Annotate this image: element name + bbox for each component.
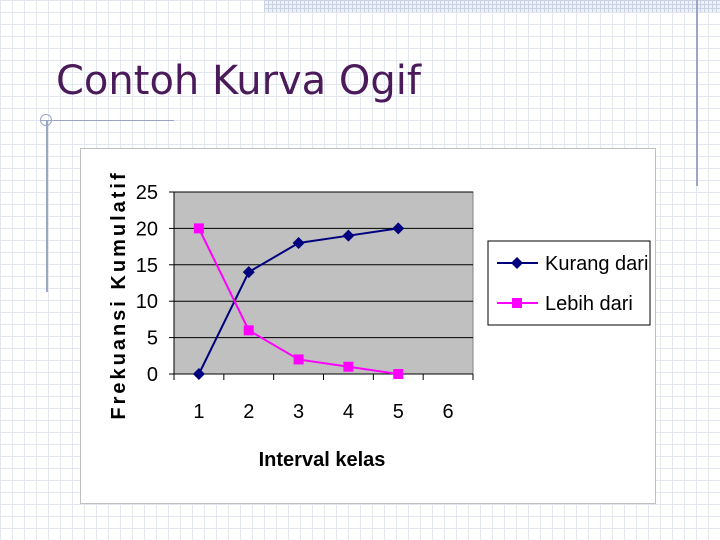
y-axis-title: Frekuansi Kumulatif: [108, 170, 130, 419]
x-axis-title: Interval kelas: [259, 449, 386, 471]
x-tick-label: 1: [193, 401, 204, 423]
legend-item: Kurang dari: [497, 253, 648, 275]
x-tick-label: 5: [393, 401, 404, 423]
diamond-marker: [242, 266, 255, 279]
legend-box: [487, 240, 651, 326]
axes: [173, 192, 474, 380]
series-kurang-dari: [192, 222, 405, 380]
x-tick-label: 4: [343, 401, 354, 423]
gridlines: [169, 191, 473, 375]
square-marker: [393, 369, 404, 379]
right-decor-rule: [696, 0, 698, 186]
legend-label: Kurang dari: [545, 253, 648, 275]
y-tick-label: 0: [147, 364, 158, 386]
series-lebih-dari: [193, 223, 404, 379]
square-marker: [343, 361, 354, 372]
top-pattern-band: [264, 0, 720, 12]
left-decor-rule: [46, 120, 48, 292]
y-tick-label: 5: [147, 328, 158, 350]
square-marker: [293, 354, 304, 365]
rule-circle-ornament: [40, 114, 52, 126]
diamond-marker: [392, 222, 405, 235]
x-tick-labels: 1 2 3 4 5 6: [193, 401, 453, 423]
data-series: [192, 222, 405, 380]
diamond-marker: [292, 236, 305, 249]
y-tick-label: 20: [136, 218, 158, 240]
legend-label: Lebih dari: [545, 293, 633, 315]
diamond-marker: [511, 257, 523, 269]
plot-area: [173, 191, 474, 375]
title-underline-rule: [40, 120, 174, 121]
y-tick-labels: 0 5 10 15 20 25: [136, 182, 158, 386]
x-tick-label: 3: [293, 401, 304, 423]
square-marker: [193, 223, 204, 234]
legend-item: Lebih dari: [497, 293, 633, 315]
square-marker: [512, 298, 522, 308]
square-marker: [243, 325, 254, 336]
slide-title: Contoh Kurva Ogif: [56, 58, 421, 104]
diamond-marker: [192, 368, 205, 380]
y-tick-label: 25: [136, 182, 158, 204]
x-tick-label: 6: [443, 401, 454, 423]
diamond-marker: [342, 229, 355, 242]
legend: Kurang dari Lebih dari: [487, 240, 651, 326]
y-tick-label: 15: [136, 255, 158, 277]
y-tick-label: 10: [136, 291, 158, 313]
x-tick-label: 2: [243, 401, 254, 423]
